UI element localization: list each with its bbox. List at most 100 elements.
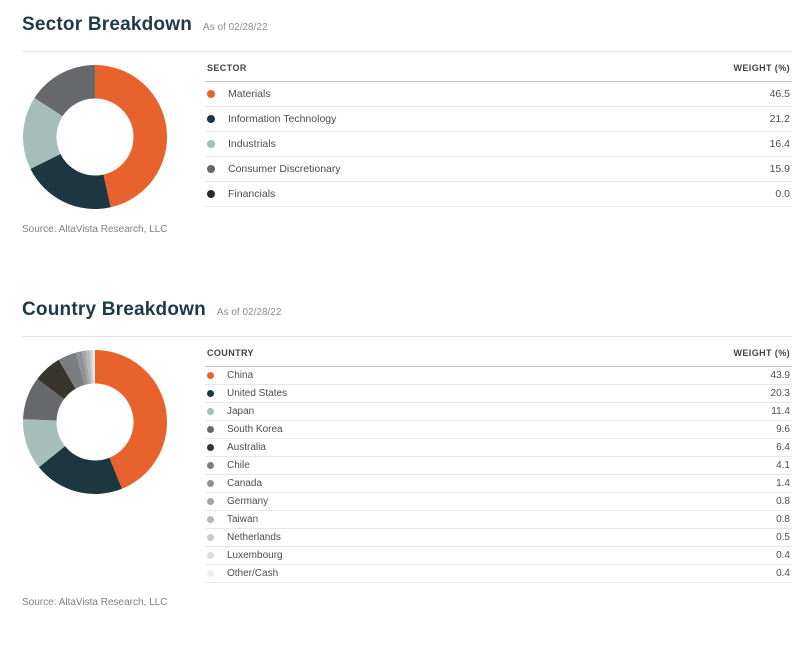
country-table-head: COUNTRY WEIGHT (%) [205, 344, 792, 367]
row-weight: 20.3 [542, 384, 792, 403]
donut-slice-luxembourg [91, 350, 95, 384]
row-weight: 9.6 [542, 420, 792, 439]
donut-slice-germany [81, 350, 90, 385]
row-label: Luxembourg [227, 550, 283, 561]
fund-factsheet-page: Sector Breakdown As of 02/28/22 SECTOR W… [22, 14, 792, 608]
row-label: South Korea [227, 424, 283, 435]
legend-dot [207, 90, 215, 99]
table-row: Canada 1.4 [205, 474, 792, 493]
row-weight: 11.4 [542, 402, 792, 421]
donut-slice-materials [95, 65, 168, 208]
table-row: United States 20.3 [205, 384, 792, 403]
legend-dot [207, 425, 214, 433]
row-label: United States [227, 388, 288, 399]
legend-dot [207, 140, 215, 149]
country-section-header: Country Breakdown As of 02/28/22 [22, 299, 792, 321]
row-label: China [227, 370, 254, 381]
table-row: Other/Cash 0.4 [205, 564, 792, 583]
row-label: Germany [227, 496, 269, 507]
donut-slice-taiwan [85, 350, 92, 384]
country-table-column: COUNTRY WEIGHT (%) China 43.9 United State… [205, 344, 792, 583]
sector-table-column: SECTOR WEIGHT (%) Materials 46.5 Informati… [205, 59, 792, 210]
legend-dot [207, 389, 214, 397]
table-row: Consumer Discretionary 15.9 [205, 156, 792, 182]
country-breakdown-section: Country Breakdown As of 02/28/22 COUNTRY… [22, 299, 792, 608]
row-weight: 0.8 [542, 492, 792, 511]
table-row: Luxembourg 0.4 [205, 546, 792, 565]
table-row: Germany 0.8 [205, 492, 792, 511]
section-title-sector: Sector Breakdown [22, 14, 193, 35]
sector-table: SECTOR WEIGHT (%) Materials 46.5 Informati… [205, 59, 792, 207]
row-label: Australia [227, 442, 266, 453]
donut-slice-japan [22, 419, 66, 468]
sector-breakdown-section: Sector Breakdown As of 02/28/22 SECTOR W… [22, 14, 792, 235]
row-label: Netherlands [227, 532, 281, 543]
row-label: Other/Cash [227, 568, 279, 579]
sector-chart-column [22, 59, 205, 210]
country-table-body: China 43.9 United States 20.3 Japan 11.4 South… [205, 366, 792, 583]
table-row: Australia 6.4 [205, 438, 792, 457]
row-label: Chile [227, 460, 250, 471]
row-weight: 0.4 [542, 546, 792, 565]
donut-slice-netherlands [89, 350, 94, 384]
section-title-country: Country Breakdown [22, 299, 206, 320]
legend-dot [207, 443, 214, 451]
legend-dot [207, 190, 215, 199]
table-row: Industrials 16.4 [205, 131, 792, 157]
row-weight: 0.5 [542, 528, 792, 547]
donut-slice-other-cash [93, 349, 95, 384]
row-weight: 43.9 [542, 366, 792, 385]
row-weight: 1.4 [542, 474, 792, 493]
table-row: Chile 4.1 [205, 456, 792, 475]
sector-section-header: Sector Breakdown As of 02/28/22 [22, 14, 792, 36]
legend-dot [207, 497, 214, 505]
row-label: Japan [227, 406, 255, 417]
sector-table-body: Materials 46.5 Information Technology 21.2 I… [205, 81, 792, 207]
legend-dot [207, 371, 214, 379]
country-donut-chart [22, 349, 168, 495]
donut-slice-australia [37, 359, 76, 399]
table-row: Netherlands 0.5 [205, 528, 792, 547]
country-header-row: COUNTRY WEIGHT (%) [205, 344, 792, 367]
column-header-country: COUNTRY [205, 344, 543, 367]
row-weight: 0.8 [542, 510, 792, 529]
country-content: COUNTRY WEIGHT (%) China 43.9 United State… [22, 344, 792, 583]
table-row: Japan 11.4 [205, 402, 792, 421]
donut-slice-chile [58, 352, 85, 389]
donut-slice-south-korea [23, 378, 65, 421]
column-header-weight: WEIGHT (%) [610, 59, 792, 82]
section-divider [22, 51, 792, 52]
donut-slice-china [95, 350, 168, 489]
legend-dot [207, 115, 215, 124]
legend-dot [207, 551, 214, 559]
row-weight: 15.9 [610, 156, 792, 182]
row-label: Materials [228, 88, 271, 100]
row-weight: 4.1 [542, 456, 792, 475]
table-row: Information Technology 21.2 [205, 106, 792, 132]
row-weight: 21.2 [610, 106, 792, 132]
row-weight: 0.0 [610, 181, 792, 207]
source-text-country: Source: AltaVista Research, LLC [22, 597, 168, 608]
row-label: Taiwan [227, 514, 259, 525]
as-of-date-sector: As of 02/28/22 [203, 22, 268, 33]
row-label: Industrials [228, 138, 276, 150]
sector-header-row: SECTOR WEIGHT (%) [205, 59, 792, 82]
row-weight: 46.5 [610, 81, 792, 107]
as-of-date-country: As of 02/28/22 [216, 307, 282, 318]
row-label: Financials [228, 188, 276, 200]
donut-slice-united-states [38, 446, 122, 495]
section-divider [22, 336, 792, 337]
table-row: China 43.9 [205, 366, 792, 385]
legend-dot [207, 569, 214, 577]
row-label: Canada [227, 478, 263, 489]
legend-dot [207, 461, 214, 469]
column-header-weight: WEIGHT (%) [542, 344, 792, 367]
sector-donut-chart [22, 65, 168, 210]
donut-slice-industrials [22, 98, 63, 169]
row-label: Information Technology [228, 113, 337, 125]
legend-dot [207, 533, 214, 541]
legend-dot [207, 479, 214, 487]
row-weight: 6.4 [542, 438, 792, 457]
donut-slice-canada [75, 351, 89, 385]
source-text-sector: Source: AltaVista Research, LLC [22, 224, 168, 235]
